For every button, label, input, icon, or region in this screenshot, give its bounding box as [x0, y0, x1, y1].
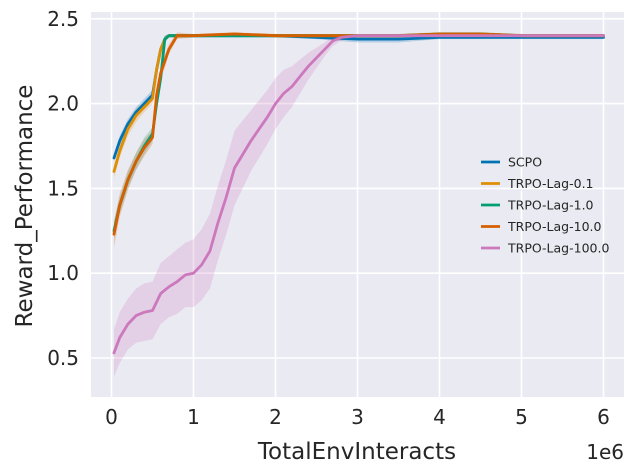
x-tick-label: 4 [433, 405, 446, 429]
y-tick-label: 2.0 [47, 92, 79, 116]
x-axis-label: TotalEnvInteracts [257, 439, 456, 465]
grid-lines [91, 12, 624, 397]
legend-label: TRPO-Lag-0.1 [507, 176, 594, 191]
x-tick-label: 1 [187, 405, 200, 429]
x-tick-labels: 0 1 2 3 4 5 6 [105, 405, 610, 429]
legend-label: TRPO-Lag-10.0 [507, 219, 602, 234]
y-tick-label: 1.5 [47, 176, 79, 200]
series-line [112, 32, 605, 236]
y-axis-label: Reward_Performance [12, 85, 38, 328]
x-tick-label: 3 [351, 405, 364, 429]
y-tick-labels: 0.5 1.0 1.5 2.0 2.5 [47, 7, 79, 370]
x-tick-label: 5 [515, 405, 528, 429]
x-tick-label: 0 [105, 405, 118, 429]
legend-label: TRPO-Lag-1.0 [507, 198, 594, 213]
series-line [112, 34, 605, 355]
y-tick-label: 1.0 [47, 261, 79, 285]
series-lines [112, 32, 605, 355]
x-offset-label: 1e6 [586, 440, 624, 464]
x-tick-label: 6 [597, 405, 610, 429]
x-tick-label: 2 [269, 405, 282, 429]
legend-label: SCPO [508, 155, 542, 170]
legend: SCPO TRPO-Lag-0.1 TRPO-Lag-1.0 TRPO-Lag-10.… [481, 155, 609, 256]
legend-label: TRPO-Lag-100.0 [507, 241, 609, 256]
y-tick-label: 2.5 [47, 7, 79, 31]
y-tick-label: 0.5 [47, 346, 79, 370]
